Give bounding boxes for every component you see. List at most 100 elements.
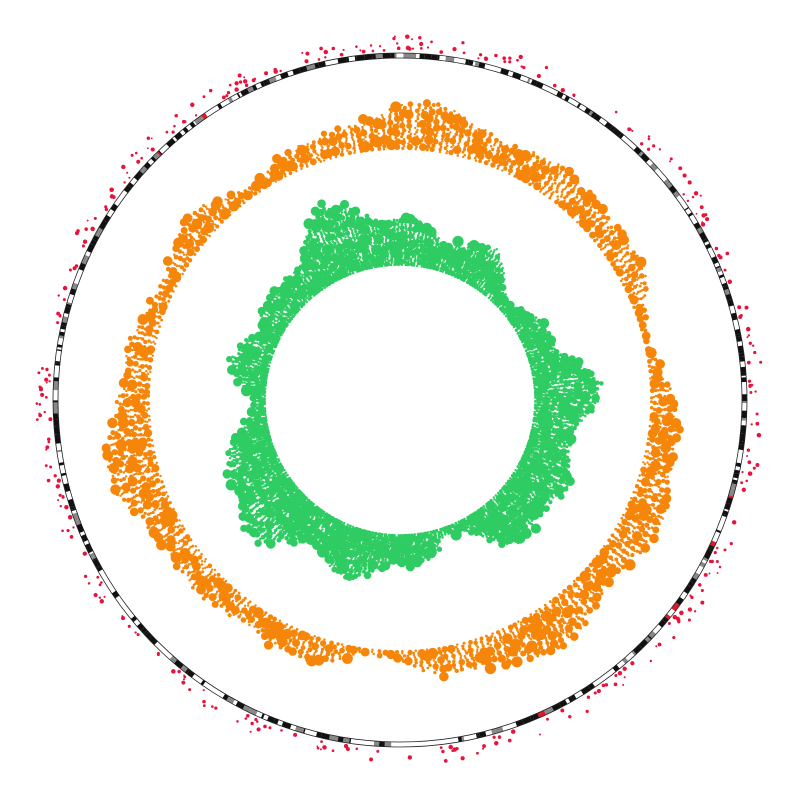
orange-circle — [114, 442, 117, 446]
green-circle — [551, 434, 554, 438]
outer-point — [443, 759, 448, 763]
orange-circle — [558, 200, 567, 209]
green-circle — [315, 261, 320, 266]
ideogram-band — [687, 212, 694, 218]
green-circle — [492, 496, 495, 499]
green-circle — [323, 516, 328, 521]
green-circle — [275, 315, 279, 319]
orange-circle — [634, 510, 638, 514]
orange-circle — [150, 476, 154, 480]
outer-point — [56, 321, 60, 325]
ideogram-band — [707, 247, 713, 252]
green-circle — [270, 444, 275, 449]
green-circle — [273, 496, 276, 500]
orange-circle — [641, 288, 644, 292]
green-circle — [503, 278, 506, 281]
green-circle — [358, 566, 363, 571]
orange-circle — [425, 648, 429, 652]
orange-circle — [589, 206, 593, 209]
green-circle — [407, 260, 410, 263]
green-circle — [429, 530, 433, 534]
green-circle — [520, 489, 524, 493]
green-circle — [331, 524, 334, 528]
ideogram-band — [596, 676, 605, 684]
ideogram-band — [715, 266, 723, 273]
green-circle — [421, 233, 425, 237]
outer-point — [35, 418, 39, 421]
ideogram-band — [314, 62, 320, 69]
green-circle — [568, 355, 576, 363]
orange-circle — [138, 437, 148, 447]
green-circle — [257, 424, 262, 429]
green-circle — [472, 268, 477, 273]
green-circle — [276, 537, 282, 543]
outer-point — [84, 227, 88, 231]
orange-circle — [150, 439, 154, 442]
ideogram-band — [730, 312, 738, 321]
green-circle — [352, 559, 357, 563]
green-circle — [599, 381, 604, 386]
orange-circle — [356, 646, 362, 651]
green-circle — [539, 353, 543, 358]
green-circle — [517, 506, 520, 509]
orange-circle — [177, 249, 183, 254]
orange-circle — [415, 135, 419, 138]
orange-circle — [205, 565, 209, 569]
orange-circle — [444, 136, 451, 143]
orange-circle — [648, 456, 653, 461]
orange-circle — [421, 135, 425, 140]
green-circle — [559, 426, 563, 431]
orange-circle — [142, 345, 147, 349]
orange-circle — [309, 157, 313, 161]
orange-circle — [550, 184, 554, 188]
orange-circle — [208, 572, 212, 576]
orange-circle — [614, 260, 617, 263]
outer-point — [596, 688, 601, 694]
orange-circle — [556, 632, 563, 638]
orange-circle — [450, 145, 453, 149]
green-circle — [476, 283, 479, 287]
green-circle — [560, 471, 563, 475]
outer-point — [672, 635, 676, 640]
orange-circle — [276, 637, 280, 641]
ideogram-band — [741, 417, 747, 421]
green-circle — [333, 564, 336, 567]
orange-circle — [575, 183, 578, 186]
orange-circle — [565, 194, 569, 198]
orange-circle — [479, 636, 484, 641]
orange-circle — [452, 113, 463, 125]
orange-circle — [643, 286, 649, 292]
orange-circle — [375, 117, 379, 120]
green-circle — [567, 441, 573, 447]
orange-circle — [447, 660, 451, 664]
orange-circle — [647, 526, 651, 530]
orange-circle — [158, 499, 162, 503]
orange-circle — [140, 371, 144, 374]
orange-circle — [370, 147, 375, 152]
ideogram-band — [337, 736, 344, 743]
green-circle — [593, 390, 597, 394]
orange-circle — [400, 135, 404, 139]
orange-circle — [588, 208, 593, 212]
green-circle — [237, 352, 241, 356]
orange-circle — [176, 525, 180, 529]
green-circle — [230, 460, 234, 463]
orange-circle — [581, 205, 585, 208]
green-circle — [245, 480, 248, 484]
green-circle — [237, 448, 241, 451]
orange-circle — [401, 649, 404, 653]
orange-circle — [237, 191, 241, 195]
orange-circle — [320, 148, 324, 152]
ideogram-band — [56, 350, 62, 353]
orange-circle — [418, 143, 427, 152]
ideogram-band — [612, 128, 622, 137]
green-circle — [314, 260, 317, 263]
orange-circle — [569, 188, 575, 194]
ideogram-band — [399, 741, 408, 748]
orange-circle — [353, 144, 356, 147]
orange-circle — [138, 388, 145, 394]
green-circle — [259, 331, 267, 339]
orange-circle — [318, 137, 322, 141]
orange-circle — [131, 431, 138, 438]
outer-point — [93, 592, 98, 598]
